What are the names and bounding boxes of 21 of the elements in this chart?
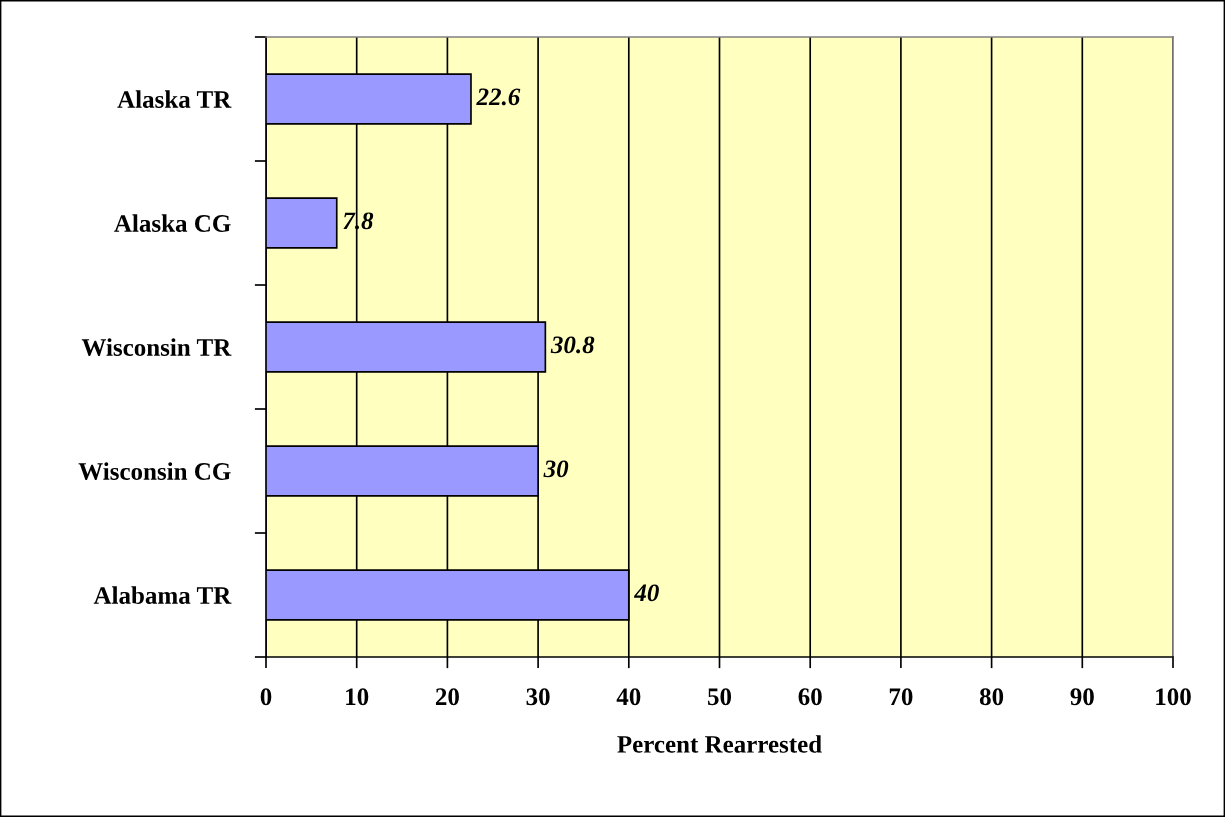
y-tick-label: Alaska CG	[114, 214, 231, 232]
x-tick-label: 10	[346, 688, 369, 706]
x-tick-label: 20	[435, 688, 459, 706]
data-label: 22.6	[476, 88, 521, 106]
x-tick-label: 50	[708, 688, 732, 706]
y-tick-label: Alaska TR	[117, 90, 232, 108]
x-tick-label: 30	[526, 688, 550, 706]
x-tick-label: 0	[260, 688, 272, 706]
x-tick-label: 40	[616, 688, 641, 706]
x-tick-label: 80	[979, 688, 1004, 706]
x-axis-title: Percent Rearrested	[617, 735, 822, 753]
x-tick-label: 70	[889, 688, 913, 706]
data-label: 30.8	[550, 336, 595, 354]
data-label: 40	[633, 584, 659, 602]
y-tick-label: Wisconsin TR	[81, 338, 232, 357]
x-tick-label: 100	[1156, 688, 1191, 706]
x-tick-label: 60	[798, 688, 822, 706]
data-label: 30	[543, 460, 569, 478]
x-tick-label: 90	[1070, 688, 1094, 706]
y-tick-label: Alabama TR	[93, 586, 232, 604]
y-tick-label: Wisconsin CG	[78, 462, 231, 481]
